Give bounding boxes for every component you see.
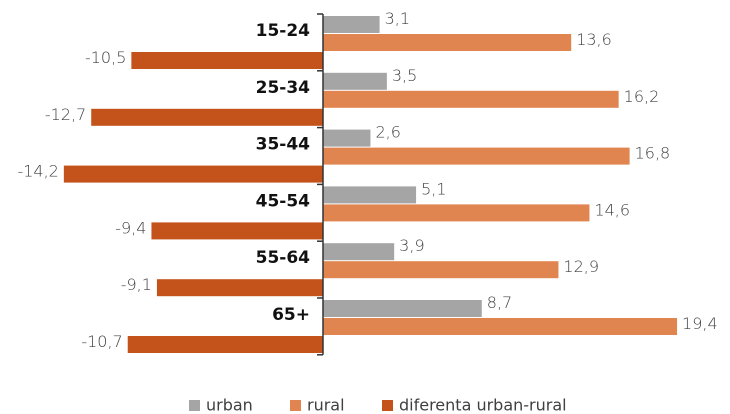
category-label: 65+ — [272, 305, 310, 325]
data-label: -14,2 — [17, 162, 58, 181]
bar — [323, 90, 619, 108]
data-label: -10,7 — [81, 332, 122, 351]
legend-label: urban — [206, 396, 253, 414]
legend-swatch — [290, 400, 301, 411]
data-label: 14,6 — [594, 200, 630, 219]
bar — [131, 52, 323, 69]
legend-swatch — [382, 400, 393, 411]
bar — [323, 186, 417, 204]
data-label: 16,8 — [635, 144, 671, 163]
data-label: -9,4 — [115, 218, 146, 237]
category-label: 55-64 — [256, 248, 311, 268]
data-label: 13,6 — [576, 30, 612, 49]
data-label: 12,9 — [563, 257, 599, 276]
category-label: 25-34 — [256, 78, 311, 98]
bar — [127, 336, 323, 353]
category-label: 35-44 — [256, 135, 311, 155]
bar — [63, 165, 323, 183]
bar — [323, 16, 380, 33]
legend-label: rural — [307, 396, 345, 414]
bar — [323, 204, 590, 222]
bar — [323, 243, 395, 261]
bar — [323, 72, 387, 90]
bar — [323, 261, 559, 279]
data-label: 2,6 — [375, 123, 400, 142]
bar — [323, 34, 572, 51]
bar — [323, 129, 371, 147]
bar — [151, 222, 323, 240]
bar — [156, 279, 323, 297]
bar — [323, 147, 630, 165]
data-label: 16,2 — [624, 87, 660, 106]
data-label: 3,5 — [392, 66, 417, 85]
bar — [323, 300, 482, 317]
category-label: 15-24 — [256, 21, 311, 41]
data-label: 3,1 — [385, 9, 410, 28]
data-label: -12,7 — [45, 105, 86, 124]
data-label: 19,4 — [682, 314, 718, 333]
data-label: 8,7 — [487, 293, 512, 312]
legend-label: diferenta urban-rural — [399, 396, 567, 414]
data-label: 3,9 — [399, 236, 424, 255]
data-label: 5,1 — [421, 179, 446, 198]
category-label: 45-54 — [256, 191, 311, 211]
data-label: -9,1 — [121, 275, 152, 294]
bar — [323, 318, 678, 335]
bar — [91, 108, 323, 126]
data-label: -10,5 — [85, 48, 126, 67]
legend-swatch — [189, 400, 200, 411]
